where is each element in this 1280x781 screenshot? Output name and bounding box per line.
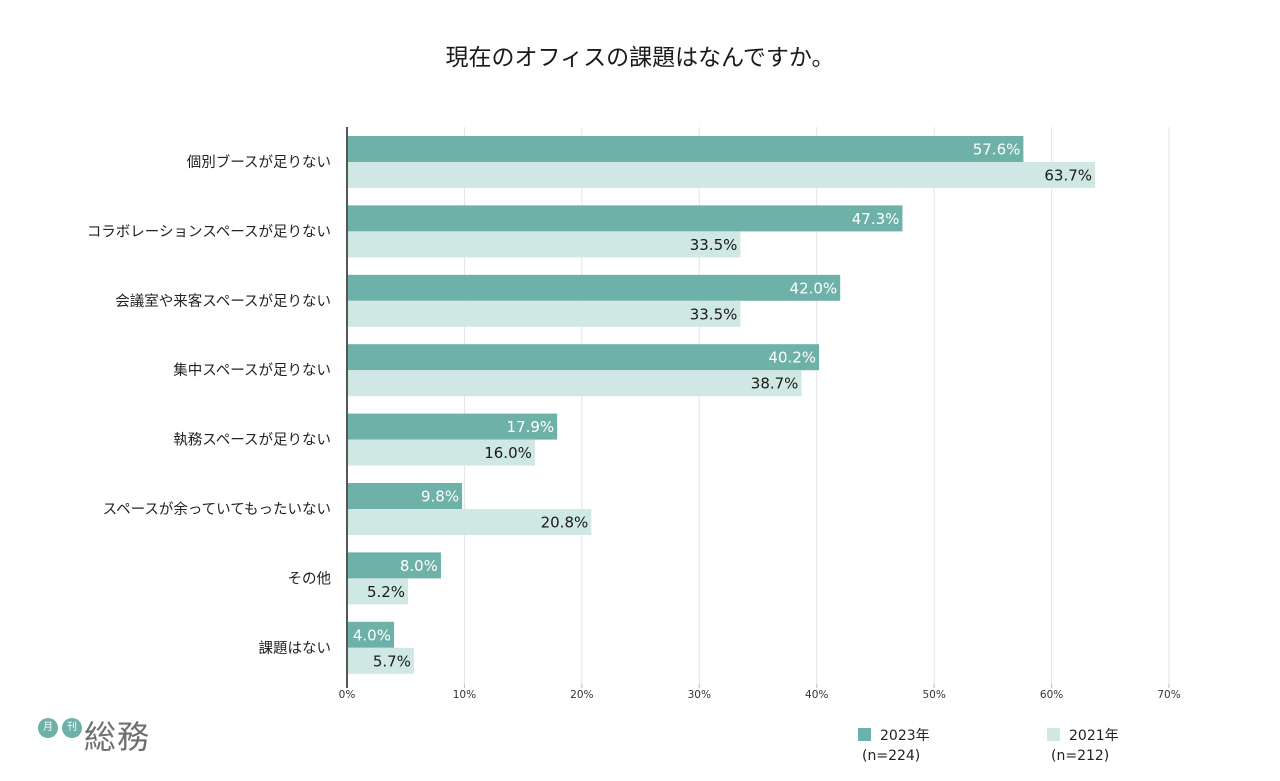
data-label: 40.2% bbox=[768, 349, 816, 367]
category-label: コラボレーションスペースが足りない bbox=[87, 223, 331, 240]
bar-2021 bbox=[347, 162, 1096, 188]
legend-swatch-2023 bbox=[858, 728, 871, 741]
chart-title: 現在のオフィスの課題はなんですか。 bbox=[445, 45, 835, 71]
bar-2021 bbox=[347, 509, 592, 535]
category-label: その他 bbox=[288, 570, 332, 587]
bar-2021 bbox=[347, 647, 414, 674]
x-tick-label: 10% bbox=[453, 689, 476, 701]
data-label: 20.8% bbox=[541, 514, 589, 532]
bar-2021 bbox=[347, 578, 409, 605]
legend-sample-2021: (n=212) bbox=[1051, 748, 1110, 764]
data-label: 33.5% bbox=[690, 236, 738, 254]
bar-2023 bbox=[347, 136, 1024, 162]
bar-2023 bbox=[347, 413, 558, 440]
value-labels: 57.6% 63.7% 47.3% 33.5% 42.0% 33.5% 40.2% 38.7%… bbox=[353, 141, 1092, 671]
data-label: 63.7% bbox=[1044, 167, 1092, 185]
category-label: 課題はない bbox=[259, 640, 332, 657]
data-label: 47.3% bbox=[852, 210, 900, 228]
data-label: 4.0% bbox=[353, 626, 391, 644]
legend-label-2021: 2021年 bbox=[1069, 728, 1119, 744]
category-labels: 個別ブースが足りないコラボレーションスペースが足りない会議室や来客スペースが足り… bbox=[87, 153, 331, 657]
bar-2021 bbox=[347, 439, 535, 466]
legend-item-2021: 2021年 (n=212) bbox=[1047, 726, 1119, 766]
data-label: 17.9% bbox=[507, 418, 555, 436]
logo-badge-tsuki: 月 bbox=[38, 718, 58, 738]
bar-2023 bbox=[347, 205, 903, 232]
logo-wordmark: 総務 bbox=[84, 718, 151, 756]
legend-item-2023: 2023年 (n=224) bbox=[858, 726, 930, 766]
bar-2023 bbox=[347, 621, 394, 648]
data-label: 33.5% bbox=[690, 305, 738, 323]
x-tick-label: 40% bbox=[805, 689, 828, 701]
category-label: 個別ブースが足りない bbox=[187, 153, 331, 171]
x-axis-ticks: 0% 10% 20% 30% 40% 50% 60% 70% bbox=[339, 684, 1181, 701]
bar-2023 bbox=[347, 344, 820, 371]
data-label: 57.6% bbox=[973, 141, 1021, 159]
data-label: 42.0% bbox=[790, 279, 838, 297]
bar-2021 bbox=[347, 370, 802, 397]
data-label: 5.7% bbox=[373, 652, 411, 670]
publisher-logo: 月 刊 総務 bbox=[38, 712, 158, 758]
legend-sample-2023: (n=224) bbox=[862, 748, 921, 764]
data-label: 9.8% bbox=[421, 488, 459, 506]
x-tick-label: 70% bbox=[1157, 689, 1180, 701]
legend: 2023年 (n=224) 2021年 (n=212) bbox=[858, 726, 1158, 776]
data-label: 38.7% bbox=[751, 375, 799, 393]
legend-label-2023: 2023年 bbox=[880, 728, 930, 744]
data-label: 5.2% bbox=[367, 583, 405, 601]
data-label: 8.0% bbox=[400, 557, 438, 575]
category-label: スペースが余っていてもったいない bbox=[103, 500, 331, 518]
bar-2023 bbox=[347, 274, 841, 301]
x-tick-label: 30% bbox=[688, 689, 711, 701]
legend-swatch-2021 bbox=[1047, 728, 1060, 741]
category-label: 執務スペースが足りない bbox=[173, 432, 331, 449]
bar-2023 bbox=[347, 483, 463, 509]
logo-badge-kan: 刊 bbox=[62, 718, 82, 738]
x-tick-label: 0% bbox=[339, 689, 356, 701]
category-label: 会議室や来客スペースが足りない bbox=[115, 292, 331, 310]
bars bbox=[347, 136, 1096, 674]
bar-2023 bbox=[347, 552, 441, 579]
category-label: 集中スペースが足りない bbox=[173, 362, 331, 379]
x-tick-label: 60% bbox=[1040, 689, 1063, 701]
bar-2021 bbox=[347, 300, 741, 327]
x-tick-label: 20% bbox=[570, 689, 593, 701]
bar-2021 bbox=[347, 231, 741, 258]
x-tick-label: 50% bbox=[922, 689, 945, 701]
data-label: 16.0% bbox=[484, 444, 532, 462]
